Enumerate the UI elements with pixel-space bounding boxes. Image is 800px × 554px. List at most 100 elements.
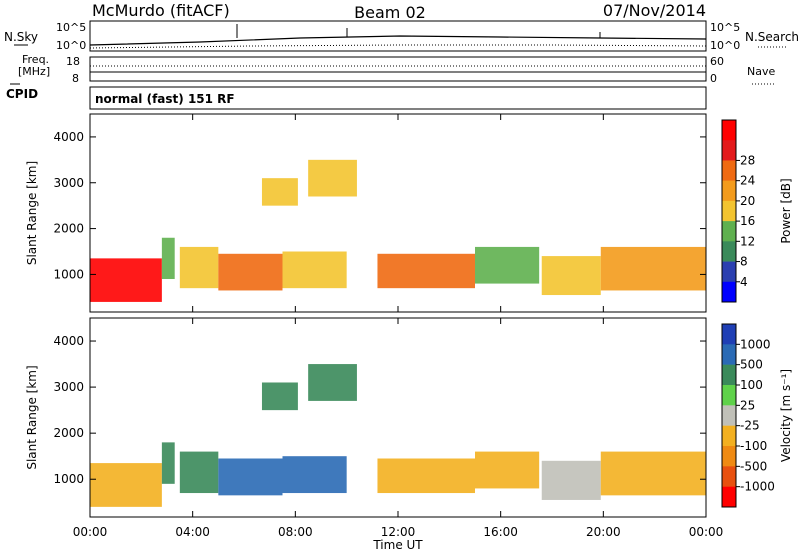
heatmap-region: [261, 382, 298, 411]
colorbar-frame: [721, 323, 737, 508]
heatmap-region: [261, 178, 298, 206]
station-title: McMurdo (fitACF): [92, 1, 230, 20]
beam-title: Beam 02: [354, 3, 426, 22]
heatmap-region: [90, 463, 162, 507]
x-tick-label: 20:00: [586, 525, 621, 539]
noise-search-trace: [89, 44, 707, 49]
heatmap-region: [179, 246, 219, 289]
colorbar-tick-label: 25: [740, 398, 755, 412]
y-tick-label: 2000: [53, 222, 84, 236]
colorbar-tick-label: -500: [740, 459, 767, 473]
colorbar-segment: [722, 425, 736, 447]
colorbar-tick-label: 4: [740, 275, 748, 289]
colorbar-segment: [722, 200, 736, 222]
date-title: 07/Nov/2014: [603, 1, 706, 20]
y-tick-label: 4000: [53, 334, 84, 348]
noise-left-tick-bottom: 10^0: [56, 39, 86, 52]
y-axis-title: Slant Range [km]: [25, 365, 39, 469]
noise-panel: N.Sky 10^5 10^0 10^5 10^0 N.Search: [4, 20, 799, 52]
heatmap-region: [541, 256, 601, 296]
heatmap-region: [308, 364, 357, 401]
noise-right-tick-bottom: 10^0: [710, 39, 740, 52]
colorbar-segment: [722, 281, 736, 303]
heatmap-region: [541, 460, 601, 500]
freq-panel-frame: [89, 56, 707, 82]
y-tick-label: 1000: [53, 267, 84, 281]
colorbar-tick-label: 8: [740, 255, 748, 269]
heatmap-region: [475, 246, 540, 284]
noise-panel-frame: [89, 20, 707, 52]
colorbar-tick-label: -100: [740, 439, 767, 453]
heatmap-region: [179, 451, 219, 494]
colorbar-segment: [722, 486, 736, 508]
noise-sky-trace: [89, 35, 707, 46]
colorbar-title: Power [dB]: [779, 178, 793, 243]
colorbar-tick-label: 16: [740, 214, 755, 228]
colorbar-segment: [722, 140, 736, 161]
colorbar-segment: [722, 364, 736, 386]
heatmap-region: [600, 451, 706, 496]
noise-right-tick-top: 10^5: [710, 21, 740, 34]
colorbar-segment: [722, 344, 736, 365]
colorbar-segment: [722, 466, 736, 487]
heatmap-region: [600, 246, 706, 291]
velocity-panel: 1000 2000 3000 4000 Slant Range [km] 1000 500 1…: [25, 317, 793, 518]
colorbar-tick-label: 28: [740, 153, 755, 167]
heatmap-region: [377, 458, 475, 494]
colorbar-tick-label: -1000: [740, 480, 775, 494]
colorbar-segment: [722, 405, 736, 426]
heatmap-region: [377, 253, 475, 289]
freq-label-2: [MHz]: [18, 65, 50, 78]
heatmap-region: [282, 251, 347, 289]
colorbar-tick-label: 12: [740, 234, 755, 248]
noise-right-label: N.Search: [745, 30, 799, 44]
y-tick-label: 1000: [53, 472, 84, 486]
heatmap-region: [475, 451, 540, 489]
nave-label: Nave: [747, 65, 775, 78]
colorbar-tick-label: 24: [740, 174, 755, 188]
x-axis-title: Time UT: [372, 538, 423, 552]
heatmap-region: [161, 237, 175, 279]
noise-left-tick-top: 10^5: [56, 21, 86, 34]
colorbar-tick-label: 1000: [740, 337, 771, 351]
x-tick-label: 04:00: [175, 525, 210, 539]
y-tick-label: 2000: [53, 426, 84, 440]
colorbar-frame: [721, 119, 737, 303]
heatmap-region: [218, 458, 283, 496]
x-axis-ticks: 00:00 04:00 08:00 12:00 16:00 20:00 00:00: [73, 525, 724, 539]
y-axis-title: Slant Range [km]: [25, 161, 39, 265]
x-tick-label: 00:00: [73, 525, 108, 539]
colorbar-segment: [722, 180, 736, 202]
colorbar-segment: [722, 241, 736, 262]
nave-tick-bottom: 0: [710, 72, 717, 85]
colorbar-tick-label: -25: [740, 419, 760, 433]
heatmap-region: [308, 159, 357, 197]
freq-tick-top: 18: [66, 55, 80, 68]
y-tick-label: 4000: [53, 130, 84, 144]
heatmap-region: [282, 456, 347, 494]
colorbar-tick-label: 500: [740, 358, 763, 372]
colorbar-tick-label: 100: [740, 378, 763, 392]
power-panel: 1000 2000 3000 4000 Slant Range [km] 4 8 12 16 20…: [25, 113, 793, 313]
y-tick-label: 3000: [53, 176, 84, 190]
colorbar-segment: [722, 446, 736, 467]
y-tick-label: 3000: [53, 380, 84, 394]
x-tick-label: 12:00: [381, 525, 416, 539]
colorbar-segment: [722, 221, 736, 242]
heatmap-region: [90, 258, 162, 302]
cpid-mode: normal (fast) 151 RF: [95, 92, 235, 106]
colorbar-segment: [722, 160, 736, 181]
colorbar-segment: [722, 385, 736, 406]
cpid-frame: [89, 86, 707, 110]
freq-label-1: Freq.: [22, 53, 49, 66]
noise-left-label: N.Sky: [4, 30, 38, 44]
x-tick-label: 08:00: [278, 525, 313, 539]
nave-tick-top: 60: [710, 55, 724, 68]
x-tick-label: 16:00: [483, 525, 518, 539]
freq-panel: Freq. [MHz] 18 8 60 0 Nave: [10, 53, 776, 85]
freq-tick-bottom: 8: [72, 72, 79, 85]
colorbar-segment: [722, 324, 736, 345]
heatmap-region: [161, 442, 175, 484]
colorbar-segment: [722, 120, 736, 141]
